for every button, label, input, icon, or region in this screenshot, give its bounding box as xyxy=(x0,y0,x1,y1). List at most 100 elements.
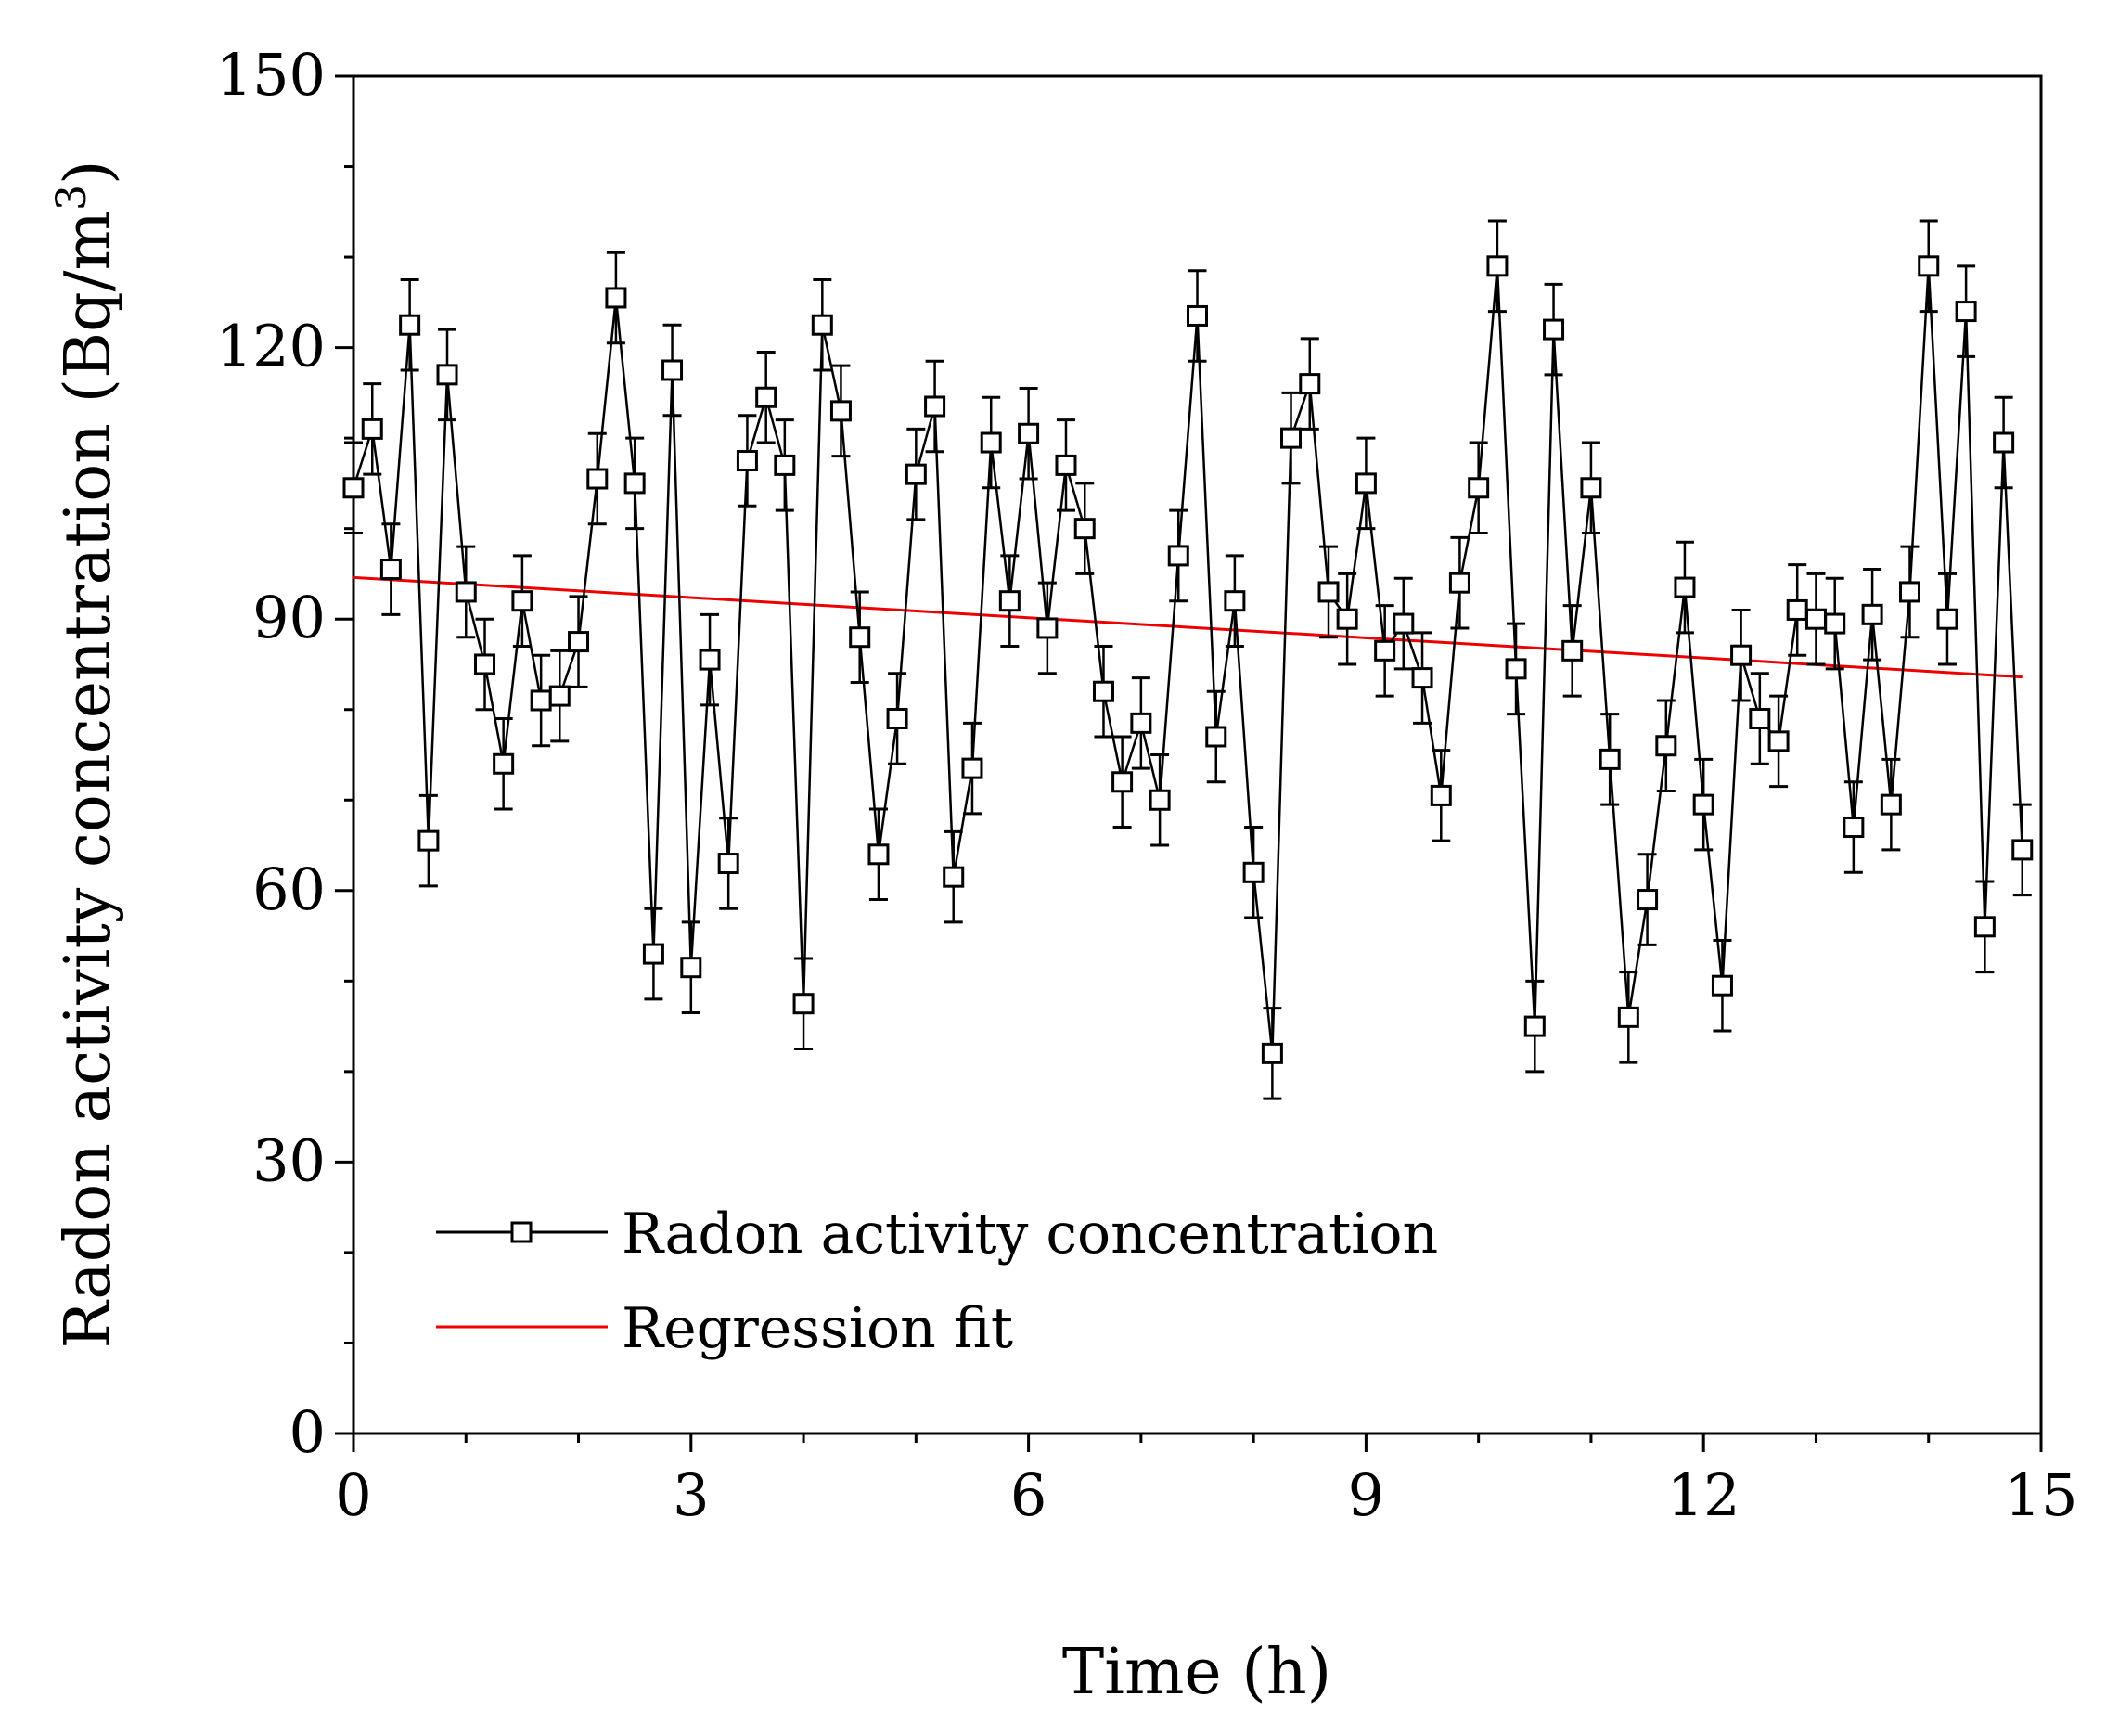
data-point xyxy=(1205,726,1227,748)
data-point xyxy=(342,477,365,499)
data-point xyxy=(1149,789,1171,811)
data-point xyxy=(1561,639,1584,662)
y-axis-title-suffix: ) xyxy=(52,160,125,185)
data-point xyxy=(1936,608,1958,630)
data-point xyxy=(1336,608,1358,630)
data-point xyxy=(568,631,590,653)
data-point xyxy=(1505,658,1527,680)
data-point xyxy=(1261,1042,1283,1064)
x-axis-title: Time (h) xyxy=(1062,1636,1331,1709)
data-point xyxy=(1973,916,1996,938)
data-point xyxy=(436,364,458,386)
x-tick-label: 0 xyxy=(335,1461,371,1529)
data-point xyxy=(493,752,515,775)
data-point xyxy=(849,626,871,649)
data-point xyxy=(379,559,402,581)
data-point xyxy=(1918,255,1940,277)
data-point xyxy=(998,590,1021,612)
data-point xyxy=(1317,581,1340,603)
x-tick-label: 9 xyxy=(1348,1461,1384,1529)
data-point xyxy=(1224,590,1246,612)
data-point xyxy=(1468,477,1490,499)
data-point xyxy=(1299,373,1321,395)
data-point xyxy=(1393,612,1415,635)
data-point xyxy=(1430,784,1452,806)
radon-series-line xyxy=(352,265,2023,1054)
data-point xyxy=(1580,477,1602,499)
data-point xyxy=(1486,255,1509,277)
data-point xyxy=(1523,1015,1546,1037)
data-point xyxy=(755,386,777,408)
data-point xyxy=(1786,598,1808,621)
data-point xyxy=(1599,748,1621,770)
data-point xyxy=(1617,1006,1639,1028)
y-tick-label: 30 xyxy=(252,1126,326,1194)
data-point xyxy=(1280,427,1303,449)
data-point xyxy=(886,707,908,729)
data-point xyxy=(642,943,664,965)
data-point xyxy=(1355,472,1377,495)
data-point xyxy=(1036,617,1059,639)
y-tick-label: 90 xyxy=(252,584,326,651)
legend-label-regression: Regression fit xyxy=(622,1296,1013,1361)
x-axis: 0 3 6 9 12 15 xyxy=(335,1434,2077,1529)
data-point xyxy=(530,689,552,712)
legend: Radon activity concentration Regression … xyxy=(436,1202,1438,1361)
data-point xyxy=(924,395,946,418)
y-axis-title-main: Radon activity concentration (Bq/m xyxy=(52,211,125,1349)
legend-label-radon: Radon activity concentration xyxy=(622,1202,1438,1267)
data-point xyxy=(905,463,927,485)
data-point xyxy=(511,590,533,612)
data-point xyxy=(867,843,890,866)
data-point xyxy=(1637,889,1659,911)
data-point xyxy=(548,685,571,707)
data-point xyxy=(1767,730,1790,752)
data-point xyxy=(1880,793,1902,816)
series-layer xyxy=(342,219,2034,1100)
data-point xyxy=(361,418,383,440)
data-point xyxy=(455,581,477,603)
data-point xyxy=(1374,639,1396,662)
data-point xyxy=(699,649,721,671)
x-tick-label: 12 xyxy=(1667,1461,1740,1529)
data-point xyxy=(1167,545,1189,567)
data-point xyxy=(811,314,833,336)
data-point xyxy=(623,472,646,495)
x-tick-label: 15 xyxy=(2005,1461,2078,1529)
x-tick-label: 3 xyxy=(673,1461,709,1529)
data-point xyxy=(1955,301,1977,323)
data-point xyxy=(1861,603,1883,625)
data-point xyxy=(792,993,815,1015)
data-point xyxy=(1242,861,1265,883)
data-point xyxy=(1804,608,1827,630)
data-point xyxy=(661,359,684,381)
data-point xyxy=(605,287,627,309)
data-point xyxy=(680,957,702,979)
data-point xyxy=(1843,817,1865,839)
data-point xyxy=(1824,612,1846,635)
y-tick-label: 0 xyxy=(289,1398,326,1466)
data-point xyxy=(1130,712,1152,734)
data-point xyxy=(1993,431,2015,454)
data-point xyxy=(829,400,852,422)
data-point xyxy=(1711,974,1733,997)
data-point xyxy=(474,653,496,675)
data-point xyxy=(943,866,965,888)
y-tick-label: 60 xyxy=(252,855,326,923)
data-point xyxy=(774,454,796,476)
data-point xyxy=(1543,318,1565,341)
data-point xyxy=(1411,667,1433,689)
y-tick-label: 150 xyxy=(216,41,326,109)
data-point xyxy=(586,468,609,490)
data-point xyxy=(1018,422,1040,444)
data-point xyxy=(1692,793,1714,816)
data-point xyxy=(1111,771,1134,793)
regression-fit-line xyxy=(353,575,2023,679)
data-point xyxy=(1073,518,1096,540)
plot-frame xyxy=(352,74,2043,1435)
data-point xyxy=(1898,581,1920,603)
data-point xyxy=(980,431,1002,454)
data-point xyxy=(2011,839,2034,861)
data-point xyxy=(1674,576,1696,598)
